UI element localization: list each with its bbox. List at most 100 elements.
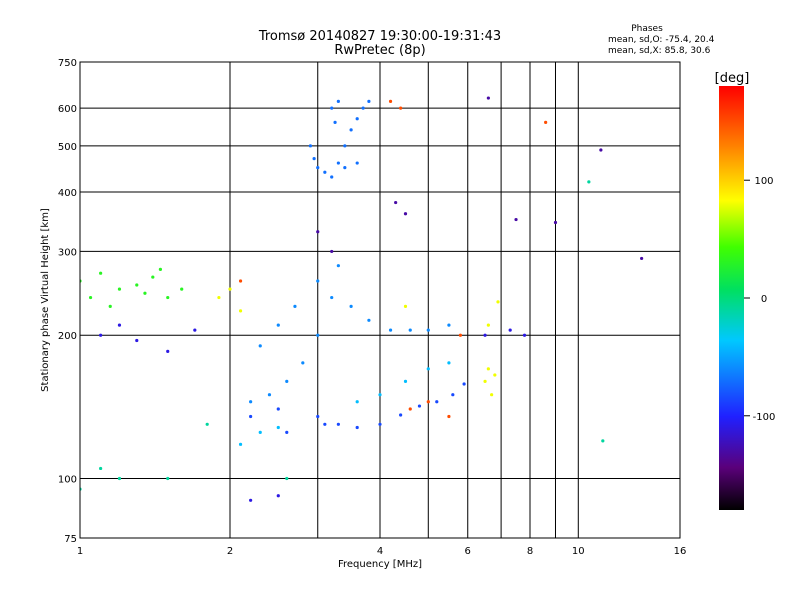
colorbar-ticks: 100 0 -100 [744,176,775,423]
y-tick-labels: 75 100 200 300 400 500 600 750 [58,58,77,545]
data-point [135,338,139,343]
data-point [267,393,272,397]
data-point [99,466,103,471]
data-point [458,333,463,337]
data-point [417,404,422,408]
data-point [285,476,289,481]
data-point [640,256,644,261]
y-tick-label: 75 [64,534,77,545]
data-point [490,393,494,397]
y-tick-label: 750 [58,58,77,69]
data-point [238,442,243,446]
data-point [522,333,527,337]
data-point [496,300,500,304]
data-point [316,279,320,283]
data-point [336,99,340,103]
y-tick-label: 600 [58,104,77,115]
x-tick-label: 4 [377,546,383,557]
data-point [394,200,398,205]
data-point [166,295,170,300]
chart-subtitle: RwPretec (8p) [334,43,425,58]
x-tick-label: 10 [572,546,585,557]
data-point [330,295,334,300]
y-tick-label: 300 [58,247,77,258]
data-point [435,400,439,404]
data-point [228,287,232,291]
data-point [493,373,497,377]
data-point [333,120,337,124]
data-point [447,414,451,419]
data-point [135,283,139,287]
data-point [301,361,305,365]
y-tick-label: 500 [58,142,77,153]
data-point [249,400,253,404]
data-point [601,439,605,443]
data-point [276,425,280,430]
chart-title: Tromsø 20140827 19:30:00-19:31:43 [258,29,501,44]
x-tick-label: 2 [227,546,233,557]
data-point [330,106,334,110]
data-point [258,430,262,434]
data-point [403,379,408,383]
data-point [447,323,451,327]
scatter-points [80,96,644,502]
data-point [462,382,466,386]
legend-line-o: mean, sd,O: -75.4, 20.4 [608,35,715,45]
data-point [367,318,371,322]
data-point [108,304,112,308]
data-point [336,422,340,426]
data-point [308,144,313,148]
data-point [355,161,359,165]
data-point [276,494,280,498]
data-point [99,333,103,337]
data-point [378,393,382,397]
data-point [323,170,327,174]
data-point [217,295,221,300]
data-point [166,349,170,353]
data-point [399,413,403,417]
data-point [553,220,558,225]
data-point [276,407,280,411]
legend-line-x: mean, sd,X: 85.8, 30.6 [608,46,711,56]
data-point [361,106,365,110]
data-point [426,400,430,404]
data-point [285,430,289,434]
y-axis-label: Stationary phase Virtual Height [km] [40,208,51,392]
data-point [193,328,197,332]
data-point [403,212,408,216]
colorbar [719,86,744,510]
colorbar-label: [deg] [715,71,750,86]
colorbar-tick-label: 100 [754,176,773,187]
data-point [316,333,320,337]
data-point [293,304,297,308]
data-point [88,295,93,300]
data-point [316,230,320,234]
data-point [205,422,209,426]
data-point [403,304,408,308]
data-point [483,333,487,337]
x-tick-labels: 1 2 4 6 8 10 16 [77,546,687,557]
data-point [117,476,122,481]
data-point [166,476,170,481]
data-point [355,400,359,404]
data-point [99,271,103,275]
data-point [408,407,412,411]
data-point [312,157,316,161]
data-point [399,106,403,110]
x-axis-label: Frequency [MHz] [338,559,422,570]
data-point [158,267,163,272]
y-tick-label: 100 [58,475,77,486]
data-point [336,161,340,165]
data-point [258,344,262,348]
data-point [238,309,243,313]
data-point [483,379,487,383]
data-point [151,275,155,279]
data-point [355,117,359,121]
data-point [486,323,490,327]
data-point [343,166,347,170]
data-point [514,217,518,222]
data-point [276,323,280,327]
data-point [486,367,490,371]
